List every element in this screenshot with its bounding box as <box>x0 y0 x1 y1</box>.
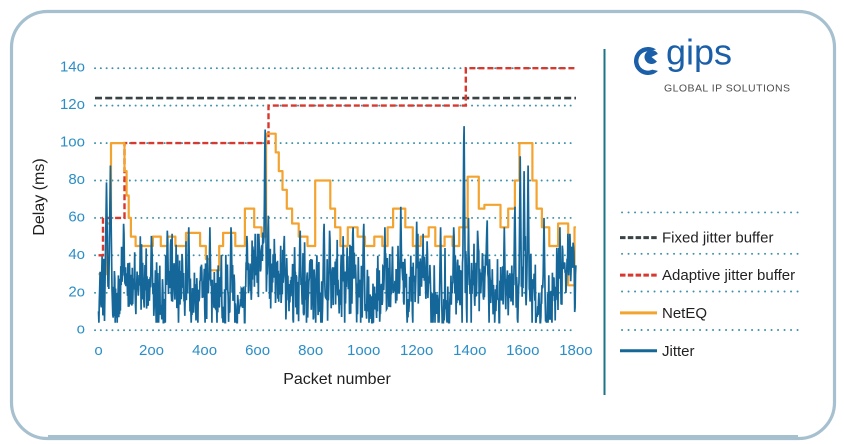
svg-text:o: o <box>94 342 102 359</box>
svg-text:4o: 4o <box>68 246 85 263</box>
svg-text:1oo: 1oo <box>60 134 85 151</box>
svg-text:NetEQ: NetEQ <box>662 305 707 322</box>
svg-text:2o: 2o <box>68 283 85 300</box>
svg-text:12o: 12o <box>60 96 85 113</box>
svg-text:8o: 8o <box>68 171 85 188</box>
svg-text:1ooo: 1ooo <box>347 342 380 359</box>
svg-text:18oo: 18oo <box>559 342 592 359</box>
svg-text:6oo: 6oo <box>245 342 270 359</box>
svg-text:8oo: 8oo <box>298 342 323 359</box>
svg-text:Jitter: Jitter <box>662 343 695 360</box>
svg-text:2oo: 2oo <box>139 342 164 359</box>
svg-text:Adaptive jitter buffer: Adaptive jitter buffer <box>662 267 795 284</box>
svg-text:gips: gips <box>666 32 732 73</box>
svg-text:6o: 6o <box>68 208 85 225</box>
svg-text:12oo: 12oo <box>400 342 433 359</box>
svg-text:4oo: 4oo <box>192 342 217 359</box>
svg-text:Delay (ms): Delay (ms) <box>31 158 48 235</box>
svg-text:16oo: 16oo <box>506 342 539 359</box>
svg-text:14oo: 14oo <box>453 342 486 359</box>
svg-text:Packet number: Packet number <box>283 371 391 388</box>
svg-text:GLOBAL IP SOLUTIONS: GLOBAL IP SOLUTIONS <box>664 83 790 95</box>
svg-text:o: o <box>77 321 85 338</box>
svg-text:Fixed jitter buffer: Fixed jitter buffer <box>662 230 773 247</box>
svg-text:14o: 14o <box>60 59 85 76</box>
